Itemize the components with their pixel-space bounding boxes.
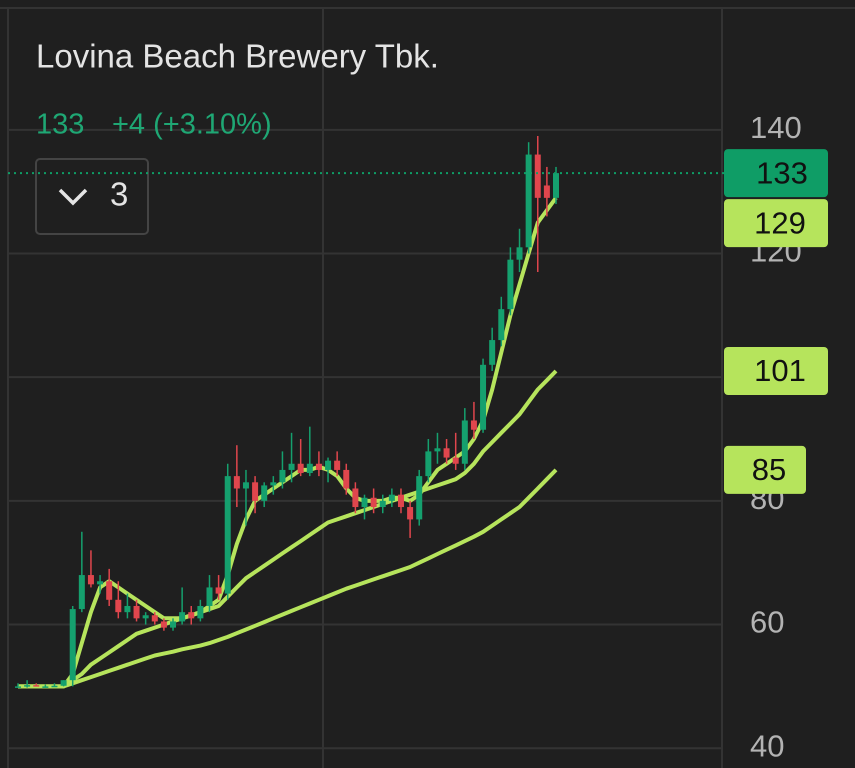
candle-body <box>69 609 76 681</box>
candle-body <box>133 605 140 619</box>
indicator-toggle[interactable]: 3 <box>35 158 149 235</box>
candle-body <box>51 685 58 688</box>
candle-body <box>443 448 450 458</box>
candle-body <box>361 497 368 508</box>
candle-body <box>370 497 377 508</box>
candle-body <box>124 605 131 613</box>
candle-body <box>197 605 204 619</box>
candle-body <box>534 154 541 198</box>
candle-body <box>315 463 322 470</box>
line-value-tag <box>724 346 828 395</box>
candle-body <box>179 612 186 622</box>
candle-body <box>297 463 304 474</box>
line-value-tag-label: 101 <box>754 353 806 388</box>
candle-body <box>270 482 277 486</box>
moving-average-line <box>18 468 558 689</box>
candle-body <box>188 612 195 619</box>
y-tick-label: 40 <box>750 728 784 763</box>
price-change: +4 (+3.10%) <box>112 109 272 141</box>
candle-body <box>553 173 559 198</box>
last-price: 133 <box>36 109 84 141</box>
line-value-tag-label: 85 <box>752 452 786 487</box>
candle-body <box>242 482 249 489</box>
candle-body <box>160 621 167 628</box>
candle-body <box>525 154 532 248</box>
candle-body <box>87 575 94 585</box>
moving-average-line <box>18 369 558 689</box>
candle-body <box>434 448 441 452</box>
candle-body <box>224 476 231 594</box>
candle-body <box>233 476 240 489</box>
candle-body <box>498 309 505 341</box>
chevron <box>58 188 88 206</box>
candle-body <box>388 494 395 501</box>
candle-body <box>142 615 149 619</box>
line-value-tag <box>724 445 806 494</box>
candle-body <box>306 463 313 474</box>
candle-body <box>397 494 404 508</box>
candle-body <box>543 185 550 198</box>
line-value-tag <box>724 199 828 248</box>
candle-body <box>170 621 177 628</box>
chart-title: Lovina Beach Brewery Tbk. <box>36 38 439 75</box>
candle-body <box>115 599 122 613</box>
candle-body <box>452 457 459 464</box>
candle-body <box>261 485 268 501</box>
toggle-box[interactable] <box>35 158 149 235</box>
candle-body <box>470 420 477 430</box>
candle-body <box>407 507 414 520</box>
candle-body <box>461 420 468 464</box>
candle-body <box>343 469 350 489</box>
indicator-count: 3 <box>110 176 128 213</box>
candle-body <box>33 685 40 687</box>
candle-body <box>78 575 85 610</box>
candle-body <box>97 581 104 585</box>
candle-body <box>489 340 496 365</box>
last-price-tag-label: 133 <box>756 155 808 190</box>
candle-body <box>15 686 21 688</box>
candle-body <box>416 476 423 520</box>
candle-body <box>507 259 514 310</box>
candle-body <box>24 685 31 687</box>
y-tick-label: 60 <box>750 605 784 640</box>
candle-body <box>379 500 386 508</box>
candle-body <box>106 581 113 600</box>
candle-body <box>215 587 222 594</box>
candle-body <box>516 247 523 260</box>
candle-body <box>42 686 49 688</box>
candle-body <box>334 460 341 470</box>
candle-body <box>288 463 295 470</box>
candle-body <box>325 460 332 470</box>
candle-body <box>279 469 286 483</box>
candle-body <box>252 482 259 501</box>
candle-body <box>60 680 67 686</box>
last-price-tag <box>724 149 828 198</box>
line-value-tag-label: 129 <box>754 205 806 240</box>
candle-body <box>480 364 487 430</box>
y-tick-label: 140 <box>750 110 802 145</box>
grid <box>8 128 722 750</box>
candle-body <box>151 615 158 622</box>
candle-body <box>352 488 359 508</box>
candle-body <box>425 451 432 477</box>
candle-body <box>206 587 213 606</box>
